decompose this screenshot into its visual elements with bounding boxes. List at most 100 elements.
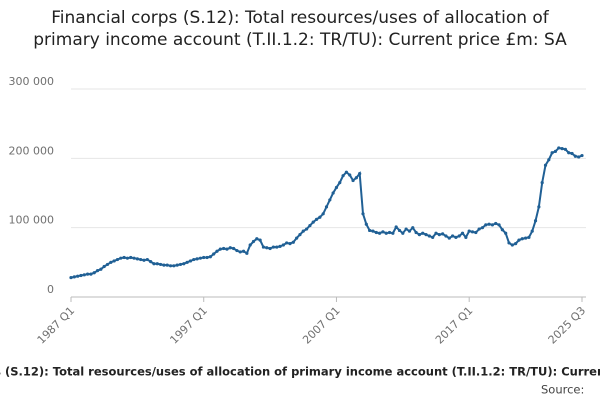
point xyxy=(172,264,176,268)
y-tick-label: 0 xyxy=(47,283,54,296)
point xyxy=(344,170,349,174)
point xyxy=(212,252,216,256)
point xyxy=(334,185,339,190)
point xyxy=(424,233,428,237)
point xyxy=(175,263,179,267)
point xyxy=(228,246,232,250)
x-tick-label: 1997 Q1 xyxy=(167,304,210,347)
point xyxy=(414,230,418,235)
point xyxy=(543,163,548,167)
point xyxy=(182,262,186,266)
point xyxy=(324,205,329,209)
point xyxy=(321,212,325,216)
point xyxy=(523,236,528,240)
point xyxy=(119,256,123,260)
point xyxy=(348,173,352,177)
point xyxy=(95,269,100,273)
point xyxy=(397,228,402,233)
point xyxy=(314,217,319,221)
point xyxy=(129,255,133,260)
point xyxy=(152,262,156,266)
point xyxy=(331,191,335,195)
source: Source: xyxy=(541,383,584,397)
point xyxy=(580,153,584,158)
point xyxy=(85,272,90,276)
point xyxy=(500,228,504,232)
point xyxy=(275,245,279,249)
point xyxy=(215,249,219,253)
point xyxy=(318,215,322,219)
point xyxy=(271,245,276,249)
point xyxy=(507,241,511,245)
point xyxy=(404,227,408,231)
point xyxy=(105,262,110,267)
point xyxy=(384,231,388,235)
point xyxy=(79,273,83,278)
point xyxy=(135,257,139,261)
point xyxy=(112,259,116,263)
point xyxy=(354,176,358,180)
point xyxy=(457,234,461,238)
point xyxy=(248,243,252,247)
point xyxy=(198,256,203,260)
point xyxy=(464,235,468,239)
point xyxy=(308,223,312,228)
caption: Financial corps (S.12): Total resources/… xyxy=(0,365,600,379)
point xyxy=(563,147,568,151)
point xyxy=(527,235,531,239)
x-tick-label: 1987 Q1 xyxy=(35,304,78,347)
point xyxy=(557,146,561,150)
point xyxy=(520,237,524,241)
point xyxy=(547,158,551,162)
point xyxy=(417,233,422,237)
point xyxy=(560,147,564,151)
point xyxy=(411,226,415,230)
point xyxy=(195,257,199,261)
point xyxy=(477,227,481,231)
point xyxy=(567,151,571,155)
point xyxy=(231,246,236,251)
point xyxy=(268,246,272,251)
point xyxy=(115,257,120,262)
point xyxy=(427,234,431,238)
point xyxy=(441,232,445,236)
point xyxy=(387,230,392,235)
point xyxy=(295,236,299,240)
point xyxy=(162,263,166,267)
point xyxy=(69,275,73,280)
point xyxy=(474,230,478,235)
point xyxy=(497,223,501,227)
point xyxy=(391,231,395,235)
point xyxy=(165,263,169,267)
point xyxy=(434,231,438,235)
x-tick-label: 2007 Q1 xyxy=(300,304,343,347)
point xyxy=(553,149,558,153)
point xyxy=(514,242,518,246)
point xyxy=(168,264,173,268)
point xyxy=(431,235,435,239)
point xyxy=(484,223,488,227)
point xyxy=(530,229,534,233)
point xyxy=(301,229,305,233)
point xyxy=(381,230,385,234)
point xyxy=(235,248,239,253)
point xyxy=(205,255,209,260)
point xyxy=(351,178,355,183)
point xyxy=(533,219,538,223)
x-tick-label: 2017 Q1 xyxy=(433,304,476,347)
point xyxy=(577,155,581,159)
point xyxy=(570,151,574,156)
point xyxy=(328,198,332,202)
point xyxy=(444,234,448,238)
point xyxy=(241,249,246,253)
point xyxy=(255,237,259,241)
point xyxy=(222,246,226,251)
point xyxy=(99,267,103,271)
point xyxy=(480,226,485,230)
y-tick-label: 100 000 xyxy=(9,214,55,227)
point xyxy=(132,256,136,260)
point xyxy=(142,258,146,262)
point xyxy=(377,231,382,235)
point xyxy=(407,229,412,233)
